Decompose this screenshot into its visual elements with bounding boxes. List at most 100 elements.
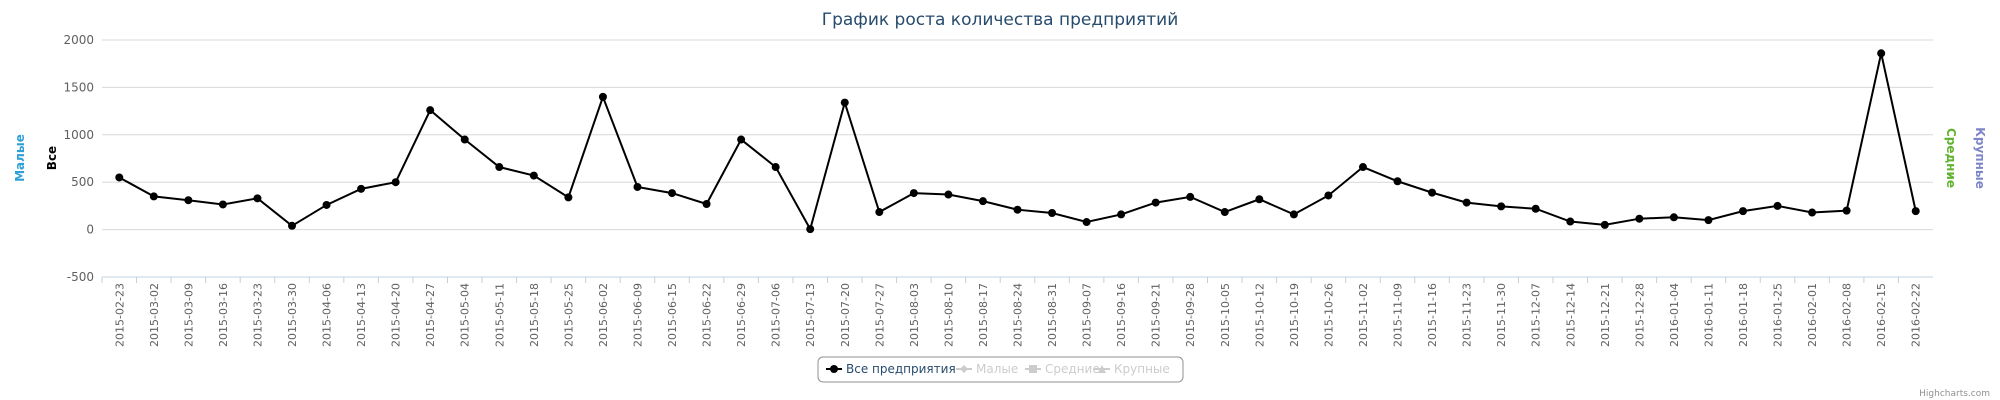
x-tick-label: 2015-05-11 — [493, 283, 506, 347]
point[interactable] — [1082, 218, 1091, 227]
point[interactable] — [1773, 201, 1782, 210]
point[interactable] — [184, 196, 193, 205]
point[interactable] — [875, 208, 884, 217]
x-tick-label: 2015-04-27 — [424, 283, 437, 347]
point[interactable] — [668, 189, 677, 198]
point[interactable] — [1877, 49, 1886, 58]
x-tick-label: 2015-10-12 — [1253, 283, 1266, 347]
x-tick-label: 2016-01-25 — [1772, 283, 1785, 347]
point[interactable] — [806, 225, 815, 234]
y-tick-label: 1500 — [63, 80, 94, 94]
x-tick-label: 2016-02-15 — [1875, 283, 1888, 347]
point[interactable] — [218, 200, 227, 209]
point[interactable] — [1531, 204, 1540, 213]
x-tick-label: 2015-05-25 — [562, 283, 575, 347]
x-tick-label: 2015-03-02 — [148, 283, 161, 347]
y-tick-label: 1000 — [63, 128, 94, 142]
point[interactable] — [1600, 220, 1609, 229]
credits[interactable]: Highcharts.com — [1919, 389, 1990, 399]
point[interactable] — [1669, 213, 1678, 222]
point[interactable] — [495, 163, 504, 172]
point[interactable] — [1151, 198, 1160, 207]
x-tick-label: 2015-09-16 — [1115, 283, 1128, 347]
point[interactable] — [702, 200, 711, 209]
legend-marker[interactable] — [960, 365, 968, 373]
point[interactable] — [1289, 210, 1298, 219]
point[interactable] — [1428, 188, 1437, 197]
point[interactable] — [1911, 207, 1920, 216]
x-tick-label: 2015-10-19 — [1288, 283, 1301, 347]
point[interactable] — [1738, 207, 1747, 216]
point[interactable] — [840, 98, 849, 107]
point[interactable] — [529, 171, 538, 180]
legend-label[interactable]: Средние — [1045, 362, 1100, 376]
point[interactable] — [253, 194, 262, 203]
point[interactable] — [1186, 192, 1195, 201]
point[interactable] — [1462, 198, 1471, 207]
legend-label[interactable]: Все предприятия — [846, 362, 956, 376]
point[interactable] — [1220, 208, 1229, 217]
x-tick-label: 2015-09-07 — [1081, 283, 1094, 347]
point[interactable] — [288, 221, 297, 230]
x-tick-label: 2015-04-06 — [321, 283, 334, 347]
point[interactable] — [944, 190, 953, 199]
point[interactable] — [1393, 177, 1402, 186]
point[interactable] — [1324, 191, 1333, 200]
x-tick-label: 2015-03-30 — [286, 283, 299, 347]
point[interactable] — [322, 200, 331, 209]
legend-marker[interactable] — [1098, 365, 1106, 373]
point[interactable] — [1117, 210, 1126, 219]
point[interactable] — [598, 92, 607, 101]
point[interactable] — [460, 135, 469, 144]
legend-label[interactable]: Малые — [976, 362, 1018, 376]
point[interactable] — [771, 163, 780, 172]
x-tick-label: 2015-12-28 — [1633, 283, 1646, 347]
legend-marker[interactable] — [1029, 365, 1037, 373]
x-tick-label: 2015-08-10 — [942, 283, 955, 347]
x-tick-label: 2016-01-11 — [1702, 283, 1715, 347]
point[interactable] — [1704, 216, 1713, 225]
point[interactable] — [1358, 163, 1367, 172]
point[interactable] — [1566, 217, 1575, 226]
point[interactable] — [564, 193, 573, 202]
point[interactable] — [391, 178, 400, 187]
point[interactable] — [1842, 206, 1851, 215]
x-tick-label: 2015-11-02 — [1357, 283, 1370, 347]
point[interactable] — [426, 106, 435, 115]
legend-box — [817, 356, 1184, 383]
x-tick-label: 2015-11-30 — [1495, 283, 1508, 347]
point[interactable] — [1635, 214, 1644, 223]
point[interactable] — [1808, 208, 1817, 217]
point[interactable] — [909, 189, 918, 198]
point[interactable] — [1497, 202, 1506, 211]
y-tick-label: -500 — [67, 270, 94, 284]
x-tick-label: 2015-07-27 — [873, 283, 886, 347]
x-tick-label: 2015-08-17 — [977, 283, 990, 347]
point[interactable] — [149, 192, 158, 201]
x-tick-label: 2015-06-09 — [631, 283, 644, 347]
point[interactable] — [357, 184, 366, 193]
x-tick-label: 2015-08-24 — [1012, 283, 1025, 347]
legend-marker[interactable] — [830, 365, 838, 373]
point[interactable] — [1013, 205, 1022, 214]
x-tick-label: 2015-10-05 — [1219, 283, 1232, 347]
x-tick-label: 2015-04-13 — [355, 283, 368, 347]
point[interactable] — [1255, 195, 1264, 204]
legend-label[interactable]: Крупные — [1114, 362, 1170, 376]
point[interactable] — [737, 135, 746, 144]
x-tick-label: 2015-05-18 — [528, 283, 541, 347]
x-tick-label: 2015-07-13 — [804, 283, 817, 347]
point[interactable] — [633, 182, 642, 191]
x-tick-label: 2015-12-14 — [1564, 283, 1577, 347]
x-tick-label: 2015-07-20 — [839, 283, 852, 347]
point[interactable] — [115, 173, 124, 182]
point[interactable] — [1048, 209, 1057, 218]
x-tick-label: 2015-03-09 — [182, 283, 195, 347]
x-tick-label: 2015-03-23 — [251, 283, 264, 347]
x-tick-label: 2015-06-29 — [735, 283, 748, 347]
x-tick-label: 2015-11-09 — [1392, 283, 1405, 347]
axis-title: Крупные — [1973, 127, 1987, 189]
point[interactable] — [978, 197, 987, 206]
